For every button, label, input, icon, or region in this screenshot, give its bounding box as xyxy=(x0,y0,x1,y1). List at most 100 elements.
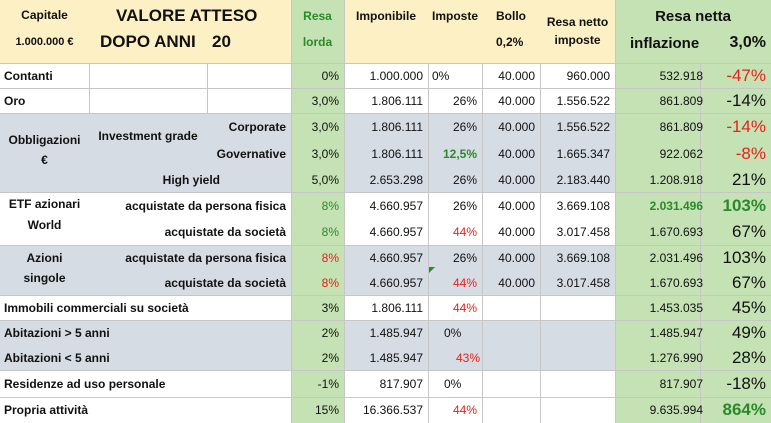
title-line-2: DOPO ANNI xyxy=(100,32,196,51)
imponibile-cell: 1.806.111 xyxy=(371,93,423,108)
inflazione-value: 3,0% xyxy=(729,34,766,51)
label-etf-world: World xyxy=(27,218,62,232)
capitale-value: 1.000.000 € xyxy=(15,36,74,48)
label-abitazioni-entro: Abitazioni < 5 anni xyxy=(4,350,110,365)
resa-lorda-cell: 8% xyxy=(321,198,339,213)
imposte-cell: 44% xyxy=(452,225,477,239)
label-azioni: Azioni xyxy=(26,251,63,265)
valore-netto-cell: 532.918 xyxy=(659,68,703,83)
resa-netto-imposte-cell xyxy=(540,370,615,397)
gridline xyxy=(0,295,771,296)
gridline xyxy=(344,0,345,423)
label-immobili: Immobili commerciali su società xyxy=(4,300,189,315)
valore-netto-cell: 1.485.947 xyxy=(649,325,703,340)
rendimento-pct-cell: 864% xyxy=(722,400,766,419)
gridline xyxy=(0,113,771,114)
resa-netto-imposte-cell: 1.556.522 xyxy=(556,119,610,134)
resa-netto-imposte-cell: 1.556.522 xyxy=(556,93,610,108)
valore-netto-cell: 1.670.693 xyxy=(649,275,703,290)
bollo-cell xyxy=(482,397,540,423)
cell-comment-marker[interactable] xyxy=(429,267,435,273)
resa-lorda-cell: 3,0% xyxy=(311,146,339,161)
imponibile-cell: 16.366.537 xyxy=(362,403,423,417)
gridline xyxy=(89,63,90,113)
header-resa-lorda-cell xyxy=(291,0,344,63)
resa-netto-imposte-cell: 3.017.458 xyxy=(556,275,610,290)
resa-lorda-header-2: lorda xyxy=(302,35,333,49)
resa-netto-imposte-cell xyxy=(540,320,615,345)
resa-lorda-cell: 15% xyxy=(314,403,339,417)
imposte-cell: 44% xyxy=(452,403,477,417)
imponibile-cell: 1.485.947 xyxy=(369,350,423,365)
imposte-cell: 26% xyxy=(452,172,477,187)
resa-netto-imposte-cell: 1.665.347 xyxy=(556,146,610,161)
resa-lorda-cell: 2% xyxy=(321,325,339,340)
bollo-cell: 40.000 xyxy=(498,146,535,161)
gridline xyxy=(0,320,771,321)
bollo-cell: 40.000 xyxy=(498,198,535,213)
label-obbligazioni: Obbligazioni xyxy=(8,133,81,147)
label-azioni-persona-fisica: acquistate da persona fisica xyxy=(125,250,286,265)
resa-lorda-cell: 8% xyxy=(321,250,339,265)
rendimento-pct-cell: -14% xyxy=(726,90,766,110)
rendimento-pct-cell: 45% xyxy=(731,297,766,317)
imponibile-cell: 4.660.957 xyxy=(369,250,423,265)
imposte-cell: 12,5% xyxy=(442,146,477,161)
rendimento-pct-cell: -18% xyxy=(726,373,766,393)
label-oro: Oro xyxy=(4,93,26,108)
resa-netto-imposte-cell: 2.183.440 xyxy=(556,172,610,187)
label-corporate: Corporate xyxy=(228,119,286,134)
resa-netto-imposte-cell xyxy=(540,295,615,320)
bollo-cell: 40.000 xyxy=(498,172,535,187)
gridline xyxy=(428,63,429,423)
label-etf-persona-fisica: acquistate da persona fisica xyxy=(125,198,286,213)
bollo-cell xyxy=(482,295,540,320)
valore-netto-cell: 1.670.693 xyxy=(649,225,703,239)
title-line-1: VALORE ATTESO xyxy=(116,6,258,25)
label-governative: Governative xyxy=(216,146,286,161)
rendimento-pct-cell: 103% xyxy=(722,195,766,215)
rendimento-pct-cell: 49% xyxy=(731,322,766,342)
resa-netta-column xyxy=(615,63,771,423)
imponibile-cell: 2.653.298 xyxy=(369,172,423,187)
valore-netto-cell: 1.208.918 xyxy=(649,172,703,187)
resa-lorda-cell: 3,0% xyxy=(311,119,339,134)
label-investment-grade: Investment grade xyxy=(98,129,198,143)
valore-netto-cell: 1.453.035 xyxy=(649,300,703,315)
imposte-cell: 0% xyxy=(432,68,450,83)
valore-netto-cell: 2.031.496 xyxy=(649,250,703,265)
header-resa-netta-cell xyxy=(615,0,771,63)
imponibile-cell: 1.000.000 xyxy=(369,68,423,83)
label-high-yield: High yield xyxy=(162,172,220,187)
imposte-cell: 26% xyxy=(452,93,477,108)
label-etf-societa: acquistate da società xyxy=(164,225,286,239)
imponibile-cell: 1.806.111 xyxy=(371,146,423,161)
imponibile-cell: 4.660.957 xyxy=(369,275,423,290)
imponibile-cell: 4.660.957 xyxy=(369,225,423,239)
gridline xyxy=(207,63,208,113)
imposte-cell: 0% xyxy=(444,325,462,340)
inflazione-label: inflazione xyxy=(630,34,700,52)
label-azioni-societa: acquistate da società xyxy=(164,275,286,290)
label-etf: ETF azionari xyxy=(8,197,81,211)
imposte-cell: 44% xyxy=(452,300,477,315)
bollo-cell xyxy=(482,345,540,370)
imponibile-cell: 4.660.957 xyxy=(369,198,423,213)
resa-netto-imposte-cell xyxy=(540,345,615,370)
resa-lorda-column xyxy=(291,63,344,423)
bollo-value: 0,2% xyxy=(496,35,524,49)
imposte-cell: 44% xyxy=(452,275,477,290)
imponibile-header: Imponibile xyxy=(356,9,416,23)
gridline xyxy=(0,88,771,89)
resa-lorda-cell: 2% xyxy=(321,350,339,365)
gridline xyxy=(0,397,771,398)
header-band-middle xyxy=(344,0,615,63)
imponibile-cell: 817.907 xyxy=(379,376,423,391)
label-abitazioni-oltre: Abitazioni > 5 anni xyxy=(4,325,110,340)
label-azioni-singole: singole xyxy=(23,271,66,285)
label-propria-attivita: Propria attività xyxy=(4,403,89,417)
resa-netta-header: Resa netta xyxy=(655,7,731,25)
bollo-cell xyxy=(482,370,540,397)
valore-netto-cell: 1.276.990 xyxy=(649,350,703,365)
